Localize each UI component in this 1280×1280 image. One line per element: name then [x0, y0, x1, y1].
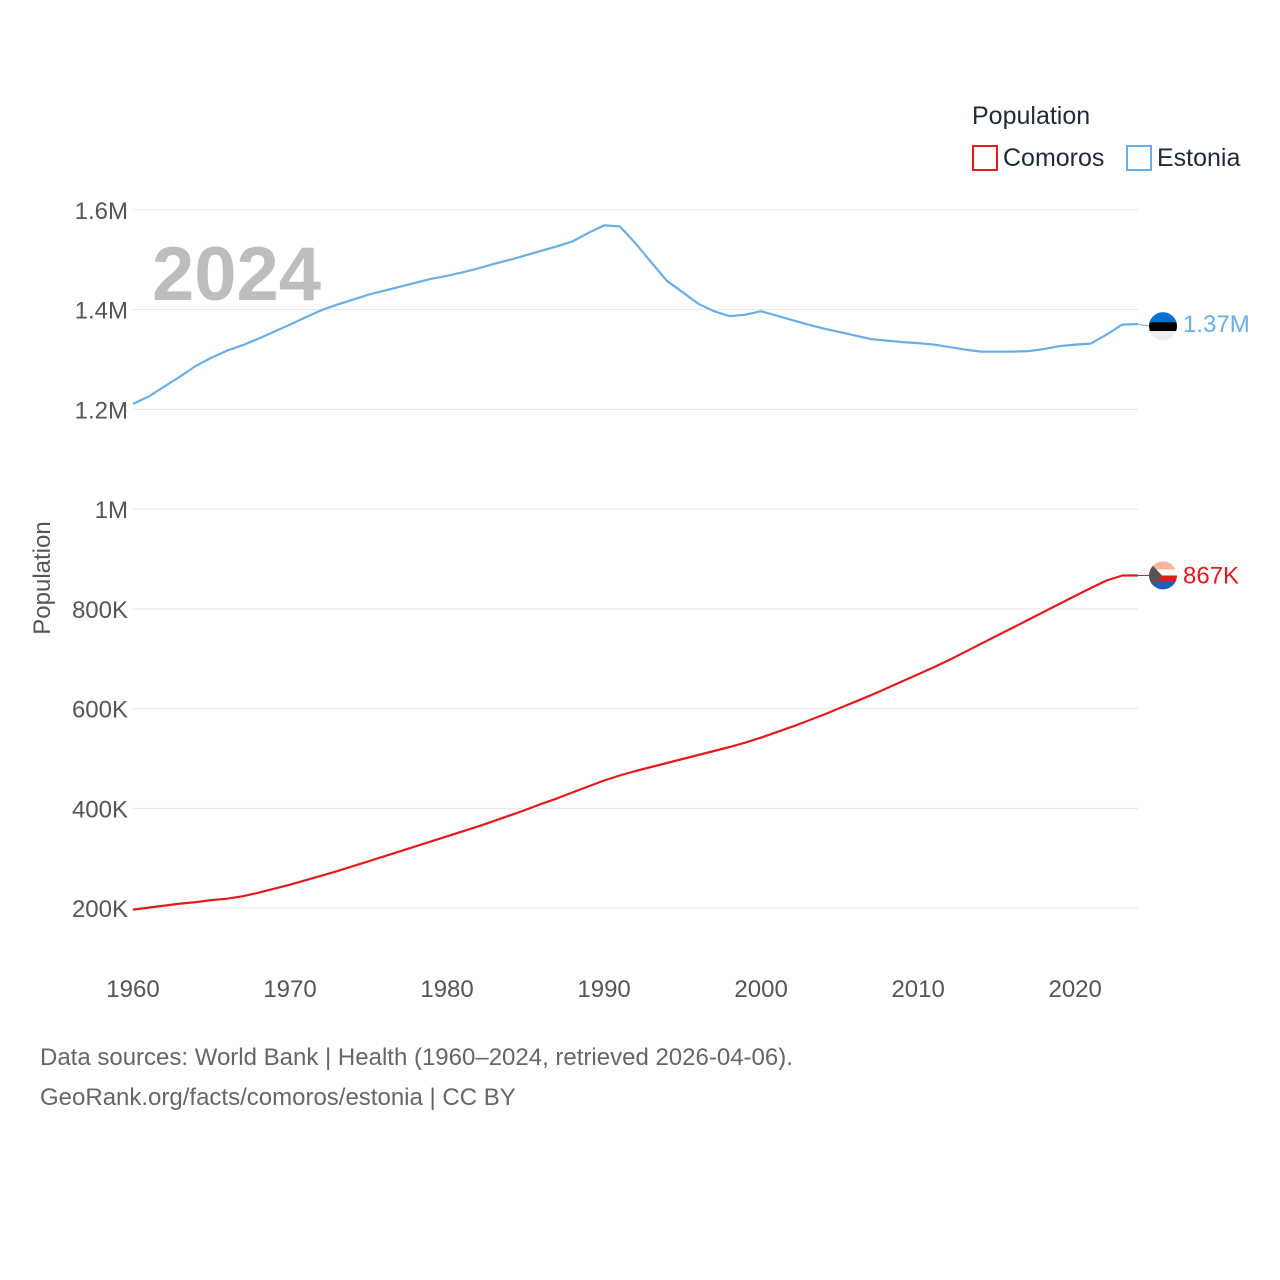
x-axis-ticks: 1960 1970 1980 1990 2000 2010 2020 — [106, 976, 1102, 1003]
legend-label-comoros: Comoros — [1003, 144, 1104, 172]
legend-swatch-comoros — [972, 145, 998, 171]
y-tick-label: 200K — [72, 896, 128, 923]
x-tick-label: 2010 — [891, 976, 944, 1003]
year-label: 2024 — [152, 232, 321, 317]
y-tick-label: 600K — [72, 697, 128, 724]
y-tick-label: 1.6M — [75, 198, 128, 225]
series-lines — [132, 224, 1139, 911]
end-connector-estonia — [1137, 323, 1150, 327]
y-tick-label: 1M — [95, 497, 128, 524]
x-tick-label: 2000 — [734, 976, 787, 1003]
x-tick-label: 1970 — [263, 976, 316, 1003]
y-tick-label: 1.4M — [75, 298, 128, 325]
legend-item-estonia[interactable]: Estonia — [1126, 144, 1240, 172]
y-axis-ticks: 200K 400K 600K 800K 1M 1.2M 1.4M 1.6M — [72, 198, 128, 923]
footer-attribution[interactable]: GeoRank.org/facts/comoros/estonia | CC B… — [40, 1084, 516, 1111]
legend: Population Comoros Estonia — [972, 102, 1240, 172]
y-axis-title: Population — [29, 521, 56, 634]
series-line-comoros[interactable] — [132, 574, 1138, 911]
gridlines — [133, 209, 1138, 909]
flag-comoros-icon — [1149, 561, 1177, 590]
legend-title: Population — [972, 102, 1090, 130]
x-tick-label: 1990 — [577, 976, 630, 1003]
footer-sources: Data sources: World Bank | Health (1960–… — [40, 1044, 793, 1071]
y-tick-label: 800K — [72, 597, 128, 624]
series-end-markers: 1.37M 867K — [1137, 311, 1250, 590]
end-label-comoros: 867K — [1183, 562, 1239, 589]
flag-estonia-icon — [1149, 312, 1177, 341]
x-tick-label: 1980 — [420, 976, 473, 1003]
y-tick-label: 1.2M — [75, 397, 128, 424]
legend-item-comoros[interactable]: Comoros — [972, 144, 1104, 172]
end-label-estonia: 1.37M — [1183, 311, 1250, 338]
series-line-estonia[interactable] — [132, 224, 1139, 405]
legend-label-estonia: Estonia — [1157, 144, 1240, 172]
y-tick-label: 400K — [72, 796, 128, 823]
x-tick-label: 1960 — [106, 976, 159, 1003]
x-tick-label: 2020 — [1048, 976, 1101, 1003]
legend-swatch-estonia — [1126, 145, 1152, 171]
